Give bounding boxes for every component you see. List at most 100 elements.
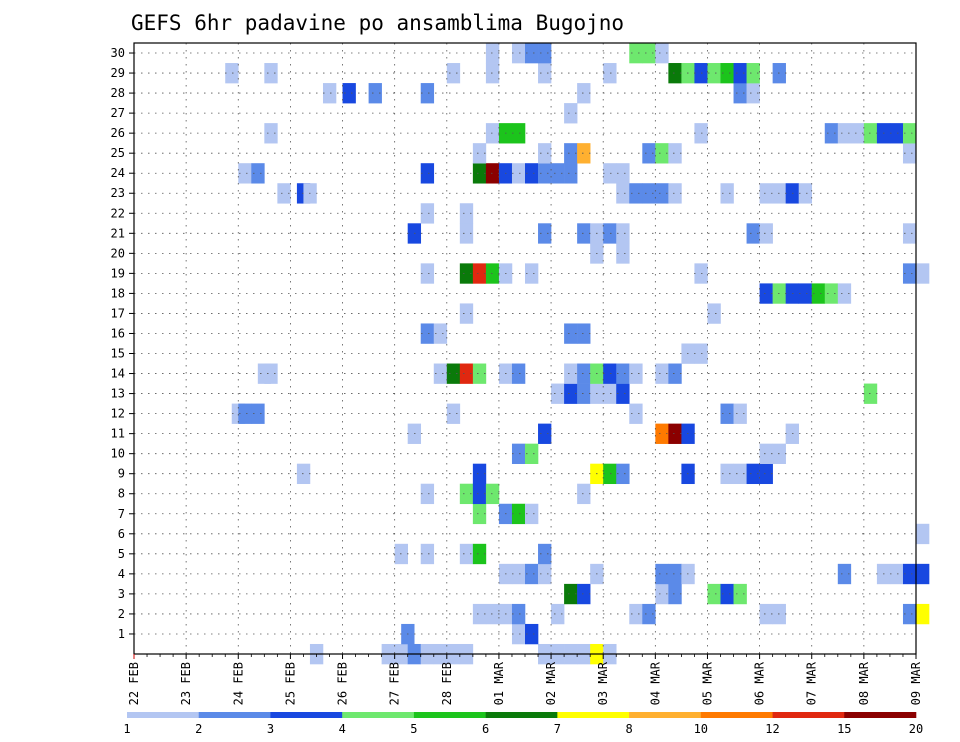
- colorbar-label: 2: [195, 722, 202, 736]
- heatmap-cell: [668, 363, 682, 384]
- colorbar-swatch: [772, 712, 845, 718]
- y-tick-label: 14: [111, 367, 125, 381]
- colorbar-swatch: [342, 712, 415, 718]
- heatmap-cell: [577, 143, 591, 164]
- y-tick-label: 5: [118, 547, 125, 561]
- x-tick-label: 08 MAR: [857, 661, 871, 705]
- x-tick-label: 07 MAR: [805, 661, 819, 705]
- heatmap-cell: [511, 603, 526, 625]
- heatmap-cell: [577, 83, 591, 104]
- y-tick-label: 26: [111, 126, 125, 140]
- y-tick-label: 21: [111, 226, 125, 240]
- heatmap-cell: [433, 323, 448, 344]
- heatmap-cell: [916, 523, 930, 545]
- heatmap-cell: [251, 163, 265, 184]
- heatmap-cell: [446, 363, 461, 384]
- heatmap-cell: [368, 83, 382, 104]
- heatmap-cell: [485, 123, 500, 144]
- heatmap-cell: [511, 503, 526, 525]
- heatmap-cell: [577, 583, 591, 605]
- heatmap-cell: [538, 543, 552, 565]
- heatmap-cell: [225, 63, 239, 84]
- heatmap-cell: [564, 383, 578, 404]
- heatmap-cell: [616, 163, 630, 184]
- heatmap-cell: [525, 263, 539, 284]
- heatmap-cell: [655, 43, 669, 64]
- heatmap-cell: [433, 363, 448, 384]
- y-tick-label: 23: [111, 186, 125, 200]
- x-tick-label: 24 FEB: [231, 662, 245, 705]
- colorbar-label: 5: [410, 722, 417, 736]
- heatmap-cell: [824, 123, 839, 144]
- heatmap-cell: [603, 463, 617, 485]
- heatmap-cell: [472, 263, 487, 284]
- heatmap-cell: [485, 483, 500, 505]
- heatmap-cell: [720, 63, 734, 84]
- heatmap-cell: [759, 183, 773, 204]
- heatmap-cell: [811, 283, 826, 304]
- heatmap-cell: [655, 563, 669, 585]
- y-tick-label: 19: [111, 266, 125, 280]
- heatmap-cell: [616, 243, 630, 264]
- heatmap-cell: [511, 123, 526, 144]
- heatmap-cell: [916, 263, 930, 284]
- heatmap-cell: [603, 63, 617, 84]
- colorbar-label: 7: [554, 722, 561, 736]
- heatmap-cell: [668, 563, 682, 585]
- colorbar-label: 8: [625, 722, 632, 736]
- y-tick-label: 16: [111, 326, 125, 340]
- heatmap-cell: [603, 383, 617, 404]
- colorbar-label: 10: [694, 722, 708, 736]
- y-tick-label: 7: [118, 507, 125, 521]
- y-tick-label: 28: [111, 86, 125, 100]
- heatmap-cell: [551, 603, 565, 625]
- heatmap-cell: [472, 483, 487, 505]
- heatmap-cell: [485, 63, 500, 84]
- heatmap-cell: [642, 183, 656, 204]
- heatmap-cell: [342, 83, 356, 104]
- heatmap-cell: [733, 583, 747, 605]
- heatmap-cell: [759, 603, 773, 625]
- heatmap-cell: [616, 363, 630, 384]
- heatmap-cell: [655, 143, 669, 164]
- y-tick-label: 6: [118, 527, 125, 541]
- heatmap-cell: [759, 223, 773, 244]
- heatmap-cell: [746, 63, 760, 84]
- colorbar-swatch: [270, 712, 343, 718]
- heatmap-cell: [485, 163, 500, 184]
- heatmap-cell: [485, 263, 500, 284]
- x-tick-label: 23 FEB: [179, 662, 193, 705]
- heatmap-cell: [322, 83, 337, 104]
- x-tick-label: 22 FEB: [127, 662, 141, 705]
- heatmap-cell: [538, 163, 552, 184]
- heatmap-cell: [850, 123, 865, 144]
- y-tick-label: 25: [111, 146, 125, 160]
- heatmap-cell: [668, 183, 682, 204]
- heatmap-cell: [459, 483, 474, 505]
- x-tick-label: 27 FEB: [388, 662, 402, 705]
- y-tick-label: 15: [111, 347, 125, 361]
- heatmap-cell: [420, 483, 435, 505]
- heatmap-cell: [459, 203, 474, 224]
- heatmap-cell: [733, 83, 747, 104]
- heatmap-cell: [759, 463, 773, 485]
- heatmap-cell: [642, 43, 656, 64]
- heatmap-cell: [629, 603, 643, 625]
- heatmap-cell: [564, 583, 578, 605]
- heatmap-cell: [916, 563, 930, 585]
- heatmap-cell: [472, 503, 487, 525]
- x-tick-label: 26 FEB: [336, 662, 350, 705]
- heatmap-cell: [511, 443, 526, 464]
- y-tick-label: 17: [111, 306, 125, 320]
- heatmap-cell: [446, 63, 461, 84]
- heatmap-cell: [472, 543, 487, 565]
- heatmap-cell: [733, 463, 747, 485]
- heatmap-cell: [889, 563, 904, 585]
- y-tick-label: 27: [111, 106, 125, 120]
- heatmap-cell: [707, 303, 721, 324]
- heatmap-cell: [472, 603, 487, 625]
- heatmap-cell: [538, 223, 552, 244]
- y-tick-label: 18: [111, 286, 125, 300]
- heatmap-cell: [837, 123, 852, 144]
- heatmap-cell: [629, 363, 643, 384]
